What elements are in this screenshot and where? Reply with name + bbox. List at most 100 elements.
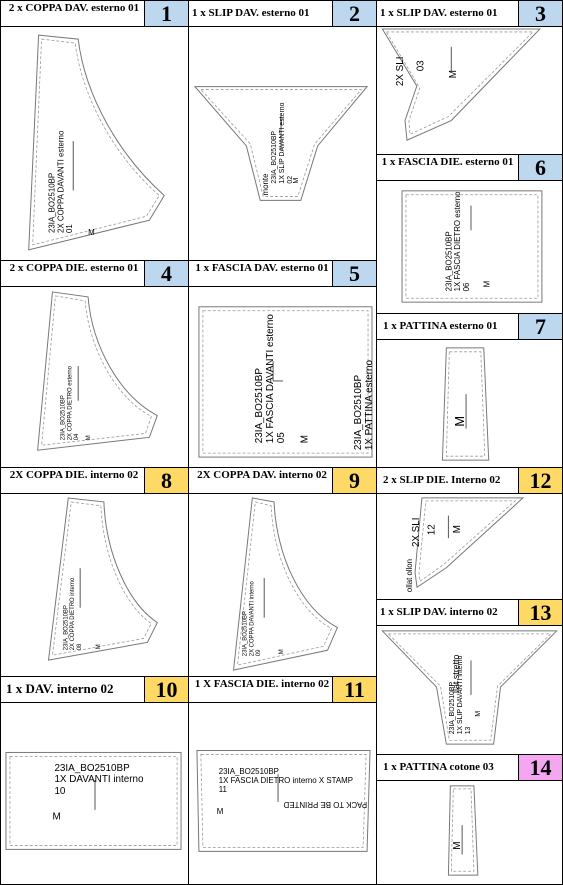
pattern-area: 23IA_BO2510BP 2X COPPA DIETRO interno 08…: [1, 494, 188, 676]
pattern-cell-8: 2X COPPA DIE. interno 02 8 23IA_BO2510BP…: [0, 467, 189, 677]
cell-header: 1 X FASCIA DIE. interno 02 11: [189, 677, 376, 703]
pattern-area: 23IA_BO2510BP 2X COPPA DAVANTI interno 0…: [189, 494, 376, 676]
piece-label-line-3: 04: [74, 433, 80, 440]
pattern-area: M: [377, 340, 562, 467]
cell-title: 2X COPPA DIE. interno 02: [9, 469, 139, 481]
piece-label-line-2: 2X COPPA DAVANTI interno: [249, 580, 255, 656]
pattern-piece-coppa-die-esterno: 23IA_BO2510BP 2X COPPA DIETRO esterno 04…: [37, 291, 158, 451]
cell-number: 7: [518, 314, 562, 339]
size-marker: M: [452, 416, 467, 427]
cell-title: 1 x DAV. interno 02: [6, 681, 114, 696]
cell-number: 6: [518, 155, 562, 180]
cell-header: 1 x SLIP DAV. esterno 01 3: [377, 1, 562, 27]
piece-label-line-2: 1X FASCIA DIETRO interno X STAMP: [219, 776, 353, 785]
piece-label-line-2: 1X SLIP DAVANTI esterno: [279, 102, 286, 183]
pattern-cell-11: 1 X FASCIA DIE. interno 02 11 23IA_BO251…: [188, 676, 377, 885]
pattern-cell-3: 1 x SLIP DAV. esterno 01 3 2X SLI 03 M: [376, 0, 563, 155]
pattern-piece-pattina-esterno: M: [441, 347, 490, 461]
cell-header: 2 x SLIP DIE. Interno 02 12: [377, 468, 562, 494]
cell-title: 2 x SLIP DIE. Interno 02: [383, 474, 501, 486]
piece-label-line-2: 1X SLIP DAVANTI interno: [457, 655, 464, 734]
cell-header: 2X COPPA DIE. interno 02 8: [1, 468, 188, 494]
pattern-piece-fascia-die-interno: 23IA_BO2510BP 1X FASCIA DIETRO interno X…: [196, 749, 371, 852]
cell-header: 1 x FASCIA DIE. esterno 01 6: [377, 155, 562, 181]
piece-label-adjacent-line-1: 23IA_BO2510BP: [353, 375, 364, 451]
pattern-cell-9: 2X COPPA DAV. interno 02 9 23IA_BO2510BP…: [188, 467, 377, 677]
piece-label-line-1: 23IA_BO2510BP: [63, 605, 69, 650]
size-marker: M: [96, 644, 102, 649]
pattern-cell-12: 2 x SLIP DIE. Interno 02 12 2X SLI 12 ol…: [376, 467, 563, 600]
size-marker: M: [86, 435, 92, 440]
piece-label-line-1: 2X SLI: [395, 57, 406, 87]
piece-label-extra: PACK TO BE PRINTED: [283, 800, 367, 809]
pattern-cell-1: 2 x COPPA DAV. esterno 01 1 23IA_BO2510B…: [0, 0, 189, 261]
piece-label-line-1: 23IA_BO2510BP: [449, 682, 456, 735]
pattern-cell-2: 1 x SLIP DAV. esterno 01 2 monte 23IA_BO…: [188, 0, 377, 261]
pattern-area: 2X SLI 12 ollat ollon M: [377, 494, 562, 599]
pattern-cell-10: 1 x DAV. interno 02 10 23IA_BO2510BP 1X …: [0, 676, 189, 885]
pattern-piece-slip-dav-esterno-2: 2X SLI 03 M: [381, 28, 542, 141]
cell-title: 2X COPPA DAV. interno 02: [197, 469, 327, 481]
piece-label-line-2: 2X COPPA DIETRO esterno: [67, 365, 73, 440]
cell-title: 1 x SLIP DAV. esterno 01: [380, 7, 498, 19]
pattern-piece-coppa-die-interno: 23IA_BO2510BP 2X COPPA DIETRO interno 08…: [47, 497, 158, 661]
pattern-cell-4: 2 x COPPA DIE. esterno 01 4 23IA_BO2510B…: [0, 260, 189, 468]
size-marker: M: [448, 70, 459, 78]
piece-label-extra: monte: [261, 173, 270, 196]
piece-label-line-1: 23IA_BO2510BP: [60, 395, 66, 440]
pattern-area: 23IA_BO2510BP 2X COPPA DAVANTI esterno 0…: [1, 27, 188, 260]
cell-header: 1 x SLIP DAV. esterno 01 2: [189, 1, 376, 27]
size-marker: M: [452, 525, 463, 533]
piece-label-line-3: 05: [276, 432, 287, 443]
pattern-piece-fascia-dav-esterno: 23IA_BO2510BP 1X FASCIA DAVANTI esterno …: [198, 306, 375, 458]
cell-number: 2: [332, 1, 376, 26]
cell-title: 1 x PATTINA cotone 03: [383, 761, 494, 773]
pattern-cell-6: 1 x FASCIA DIE. esterno 01 6 23IA_BO2510…: [376, 154, 563, 314]
cell-number: 3: [518, 1, 562, 26]
cell-header: 1 x DAV. interno 02 10: [1, 677, 188, 703]
piece-label-line-1: 2X SLI: [411, 518, 422, 547]
cell-title: 1 x SLIP DAV. esterno 01: [192, 7, 310, 19]
cell-header: 2 x COPPA DAV. esterno 01 1: [1, 1, 188, 27]
cell-number: 10: [144, 677, 188, 702]
pattern-area: llat stretto 23IA_BO2510BP 1X SLIP DAVAN…: [377, 626, 562, 754]
piece-label-line-1: 23IA_BO2510BP: [54, 763, 130, 774]
cell-title: 1 x FASCIA DAV. esterno 01: [195, 262, 329, 274]
cell-number: 9: [332, 468, 376, 493]
cell-header: 1 x SLIP DAV. interno 02 13: [377, 600, 562, 626]
pattern-cell-7: 1 x PATTINA esterno 01 7 M: [376, 313, 563, 468]
piece-label-adjacent-line-2: 1X PATTINA esterno: [364, 359, 375, 450]
piece-label-line-2: 1X FASCIA DIETRO esterno: [453, 191, 462, 291]
cell-number: 1: [144, 1, 188, 26]
size-marker: M: [52, 812, 60, 823]
pattern-cell-5: 1 x FASCIA DAV. esterno 01 5 23IA_BO2510…: [188, 260, 377, 468]
cell-header: 2X COPPA DAV. interno 02 9: [189, 468, 376, 494]
cell-number: 8: [144, 468, 188, 493]
cell-number: 14: [518, 755, 562, 780]
piece-label-line-2: 1X DAVANTI interno: [54, 774, 144, 785]
cell-title: 1 x PATTINA esterno 01: [383, 320, 498, 332]
piece-label-line-3: 09: [256, 649, 262, 656]
piece-label-extra: ollat ollon: [405, 559, 414, 592]
cell-title: 1 x FASCIA DIE. esterno 01: [381, 156, 514, 168]
piece-label-extra: llat stretto: [451, 654, 461, 692]
piece-label-line-3: 08: [77, 643, 83, 650]
size-marker: M: [293, 178, 300, 184]
pattern-piece-slip-dav-esterno: monte 23IA_BO2510BP 1X SLIP DAVANTI este…: [193, 86, 369, 201]
pattern-area: 23IA_BO2510BP 2X COPPA DIETRO esterno 04…: [1, 287, 188, 467]
piece-label-line-1: 23IA_BO2510BP: [242, 611, 248, 656]
cell-title: 1 X FASCIA DIE. interno 02: [194, 678, 330, 690]
cell-title: 1 x SLIP DAV. interno 02: [380, 606, 498, 618]
piece-label-line-2: 2X COPPA DIETRO interno: [70, 577, 76, 650]
pattern-cell-13: 1 x SLIP DAV. interno 02 13 llat stretto…: [376, 599, 563, 755]
size-marker: M: [300, 435, 311, 443]
pattern-area: monte 23IA_BO2510BP 1X SLIP DAVANTI este…: [189, 27, 376, 260]
piece-label-line-1: 23IA_BO2510BP: [444, 231, 453, 291]
piece-label-line-3: 02: [287, 176, 294, 184]
cell-number: 11: [332, 677, 376, 702]
piece-label-line-2: 1X FASCIA DAVANTI esterno: [265, 314, 276, 444]
piece-label-line-3: 11: [219, 785, 228, 794]
piece-label-line-1: 23IA_BO2510BP: [219, 767, 279, 776]
cell-title: 2 x COPPA DAV. esterno 01: [8, 2, 140, 14]
pattern-piece-dav-interno: 23IA_BO2510BP 1X DAVANTI interno 10 M: [5, 751, 182, 850]
